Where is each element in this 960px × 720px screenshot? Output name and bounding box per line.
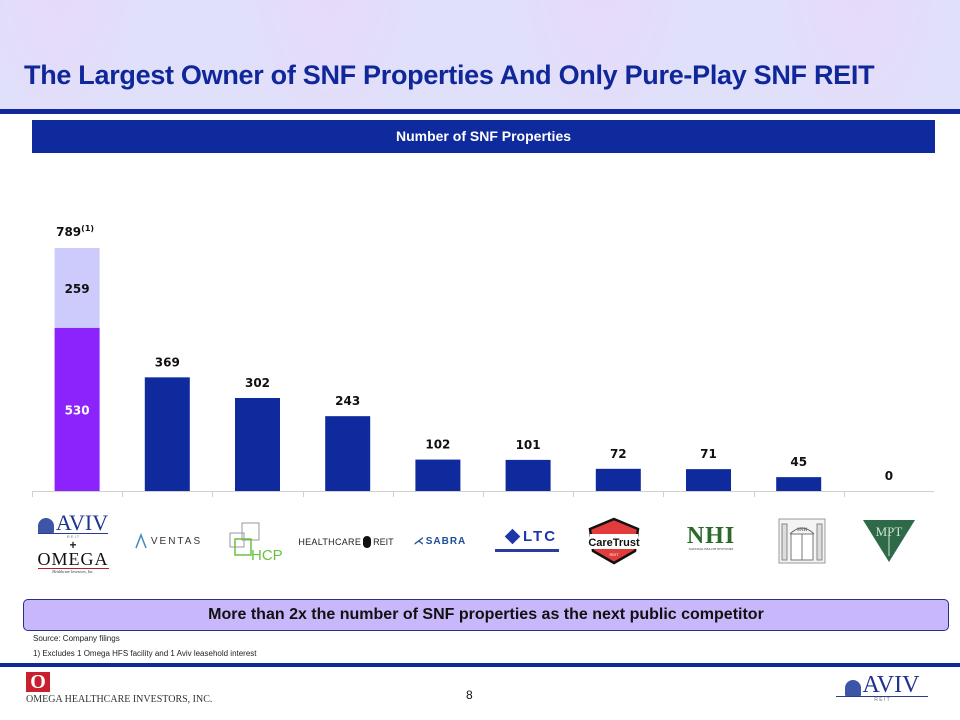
- bar-nhi: [686, 469, 731, 491]
- logo-nhi: NHI NATIONAL HEALTH INVESTORS: [686, 523, 736, 551]
- aviv-tree-icon: [37, 517, 54, 533]
- title-banner: [0, 0, 960, 109]
- svg-text:REIT: REIT: [609, 552, 619, 557]
- ventas-mark-icon: [135, 533, 147, 549]
- chart-header: Number of SNF Properties: [32, 120, 935, 153]
- data-label-total: 789(1): [56, 224, 94, 239]
- data-label-hcp: 302: [245, 376, 270, 390]
- logo-mpt: MPT: [862, 518, 916, 564]
- omega-o-icon: O: [26, 672, 50, 692]
- logo-sabra: ⋌ SABRA: [413, 535, 467, 547]
- footnote-marker: (1): [81, 224, 94, 233]
- hcn-circle-icon: [363, 536, 372, 548]
- snh-building-icon: SNH: [778, 518, 826, 564]
- bar-healthcare-reit: [325, 416, 371, 491]
- svg-text:HCP: HCP: [251, 547, 283, 564]
- svg-text:CareTrust: CareTrust: [588, 537, 640, 549]
- title-divider: [0, 109, 960, 114]
- svg-text:MPT: MPT: [876, 524, 903, 539]
- key-takeaway-callout: More than 2x the number of SNF propertie…: [23, 599, 949, 631]
- svg-text:SNH: SNH: [797, 528, 807, 533]
- bar-caretrust: [595, 468, 641, 491]
- bar-segment-omega: [54, 327, 100, 491]
- bar-sabra: [415, 459, 461, 491]
- footer-divider: [0, 663, 960, 667]
- logo-healthcare-reit: HEALTHCARE REIT: [298, 536, 394, 548]
- logo-ltc: LTC: [494, 526, 560, 552]
- mpt-triangle-icon: MPT: [863, 520, 915, 562]
- bar-chart: 530 259 789(1) 369 302 243 102 101 72 71 45 0: [32, 224, 934, 497]
- footnote: 1) Excludes 1 Omega HFS facility and 1 A…: [33, 649, 257, 658]
- bar-ltc: [505, 459, 551, 491]
- ltc-diamond-icon: [504, 528, 521, 544]
- data-label-ventas: 369: [155, 355, 180, 369]
- slide-title: The Largest Owner of SNF Properties And …: [24, 60, 875, 90]
- logo-caretrust: CareTrust REIT: [586, 517, 642, 565]
- footer-aviv-logo: AVIV R E I T: [836, 673, 928, 703]
- data-label-ltc: 101: [516, 438, 541, 452]
- logo-snh: SNH: [778, 518, 826, 564]
- footer-omega-logo: O OMEGA HEALTHCARE INVESTORS, INC.: [26, 671, 213, 705]
- logo-hcp: HCP: [226, 520, 290, 564]
- sabra-mark-icon: ⋌: [413, 535, 424, 547]
- data-label-snh: 45: [790, 455, 807, 469]
- bar-snh: [776, 477, 822, 491]
- data-label-sabra: 102: [425, 438, 450, 452]
- logo-aviv-omega: AVIV R E I T + OMEGA Healthcare Investor…: [37, 509, 109, 574]
- data-label-omega: 530: [65, 403, 90, 417]
- source-note: Source: Company filings: [33, 634, 120, 643]
- page-number: 8: [466, 688, 473, 702]
- bar-ventas: [144, 377, 190, 491]
- data-label-caretrust: 72: [610, 447, 627, 461]
- bar-segment-aviv: [54, 248, 100, 328]
- data-label-nhi: 71: [700, 447, 717, 461]
- aviv-tree-icon: [844, 680, 861, 696]
- logo-ventas: VENTAS: [130, 530, 206, 552]
- bar-hcp: [235, 397, 280, 491]
- hcp-squares-icon: HCP: [229, 522, 283, 564]
- data-label-mpt: 0: [885, 469, 893, 483]
- data-label-aviv: 259: [65, 282, 90, 296]
- caretrust-shield-icon: CareTrust REIT: [588, 517, 640, 565]
- data-label-healthcare-reit: 243: [335, 394, 360, 408]
